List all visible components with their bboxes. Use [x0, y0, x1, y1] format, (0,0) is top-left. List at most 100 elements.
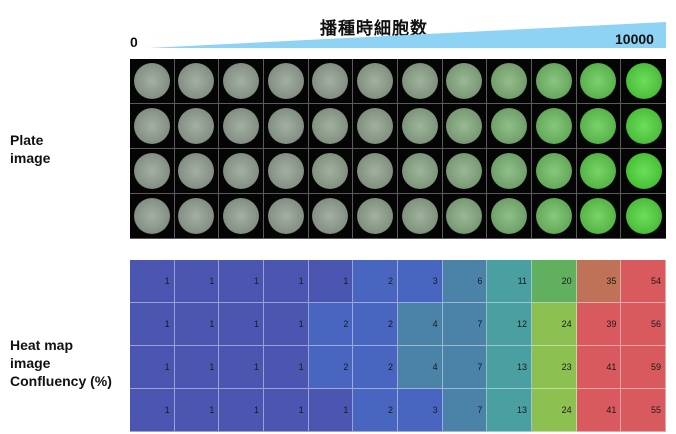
plate-well	[223, 63, 260, 99]
heatmap-cell-value: 1	[209, 405, 215, 415]
plate-well-cell	[308, 194, 354, 239]
heatmap-cell: 2	[353, 389, 398, 432]
gradient-wedge-shape	[148, 22, 666, 48]
gradient-wedge	[148, 22, 666, 48]
heatmap-cell: 59	[621, 346, 666, 389]
plate-well	[223, 153, 260, 189]
plate-well-cell	[353, 194, 398, 239]
plate-well	[401, 108, 438, 144]
plate-well	[580, 198, 617, 234]
heatmap-cell: 1	[219, 389, 264, 432]
heatmap-cell-value: 54	[650, 276, 661, 286]
plate-well-cell	[442, 149, 488, 194]
heatmap-cell: 41	[576, 346, 622, 389]
heatmap-cell: 39	[576, 303, 622, 346]
heatmap-cell-value: 13	[516, 405, 527, 415]
heatmap-cell: 1	[130, 389, 175, 432]
plate-well-cell	[308, 59, 354, 104]
plate-well-cell	[264, 59, 309, 104]
heatmap-cell: 41	[576, 389, 622, 432]
heatmap-cell-value: 1	[209, 319, 215, 329]
heatmap-cell-value: 1	[253, 362, 259, 372]
heatmap-cell-value: 4	[432, 362, 438, 372]
heatmap-cell: 1	[174, 303, 220, 346]
heatmap-cell-value: 7	[477, 362, 483, 372]
heatmap-cell: 13	[487, 346, 532, 389]
heatmap-cell: 6	[442, 260, 488, 303]
heatmap-cell: 1	[130, 260, 175, 303]
heatmap-cell-value: 2	[343, 319, 349, 329]
heatmap-cell: 1	[130, 303, 175, 346]
heatmap-cell-value: 1	[298, 319, 304, 329]
heatmap-cell-value: 1	[209, 362, 215, 372]
heatmap-cell-value: 3	[432, 276, 438, 286]
heatmap-cell: 1	[130, 346, 175, 389]
seeding-cell-count-title: 播種時細胞数	[320, 19, 428, 38]
heatmap-cell: 11	[487, 260, 532, 303]
heatmap-cell: 55	[621, 389, 666, 432]
heatmap-cell-value: 24	[561, 319, 572, 329]
heatmap-cell: 2	[353, 346, 398, 389]
plate-well-cell	[398, 149, 443, 194]
plate-well-cell	[487, 149, 532, 194]
heatmap-cell: 7	[442, 303, 488, 346]
plate-well-cell	[353, 149, 398, 194]
plate-well	[535, 198, 572, 234]
plate-well-cell	[576, 194, 622, 239]
plate-well	[312, 108, 349, 144]
plate-well	[357, 153, 394, 189]
heatmap-cell-value: 2	[387, 276, 393, 286]
range-max-label: 10000	[615, 31, 654, 47]
plate-well-cell	[130, 194, 175, 239]
plate-well-cell	[308, 149, 354, 194]
heatmap-cell: 1	[174, 346, 220, 389]
plate-well	[312, 63, 349, 99]
plate-well	[133, 153, 170, 189]
heatmap-cell-value: 23	[561, 362, 572, 372]
heatmap-cell: 7	[442, 346, 488, 389]
heatmap-cell: 1	[264, 346, 309, 389]
heatmap-cell: 2	[308, 346, 354, 389]
plate-well-cell	[487, 194, 532, 239]
heatmap-cell-value: 1	[209, 276, 215, 286]
heatmap-cell: 1	[308, 260, 354, 303]
plate-well-cell	[442, 59, 488, 104]
plate-well	[625, 198, 662, 234]
plate-well	[625, 108, 662, 144]
heatmap-cell-value: 56	[650, 319, 661, 329]
heatmap-cell-value: 41	[606, 362, 617, 372]
plate-well	[491, 63, 528, 99]
heatmap-cell-value: 1	[164, 405, 170, 415]
plate-well	[491, 198, 528, 234]
plate-well-cell	[576, 149, 622, 194]
heatmap-cell-value: 55	[650, 405, 661, 415]
heatmap-cell-value: 1	[253, 405, 259, 415]
heatmap-cell-value: 11	[517, 276, 527, 286]
heatmap-cell-value: 1	[298, 276, 304, 286]
plate-well-cell	[576, 104, 622, 149]
heatmap-cell: 1	[219, 260, 264, 303]
plate-well	[446, 108, 483, 144]
plate-well-cell	[219, 104, 264, 149]
plate-well-cell	[442, 104, 488, 149]
plate-well-cell	[621, 59, 666, 104]
heatmap-cell-value: 59	[650, 362, 661, 372]
heatmap-cell: 2	[353, 303, 398, 346]
plate-well	[357, 63, 394, 99]
plate-well	[491, 153, 528, 189]
heatmap-cell: 2	[353, 260, 398, 303]
plate-well	[401, 198, 438, 234]
plate-well-cell	[219, 194, 264, 239]
plate-well	[178, 108, 215, 144]
heatmap-cell: 4	[398, 303, 443, 346]
plate-well-cell	[174, 194, 220, 239]
heatmap-cell: 1	[264, 303, 309, 346]
heatmap-cell-value: 2	[387, 405, 393, 415]
plate-well	[267, 153, 304, 189]
plate-well	[535, 153, 572, 189]
heatmap-cell-value: 7	[477, 405, 483, 415]
heatmap-cell: 1	[264, 260, 309, 303]
plate-well-cell	[621, 149, 666, 194]
plate-well	[223, 108, 260, 144]
heatmap-cell: 7	[442, 389, 488, 432]
